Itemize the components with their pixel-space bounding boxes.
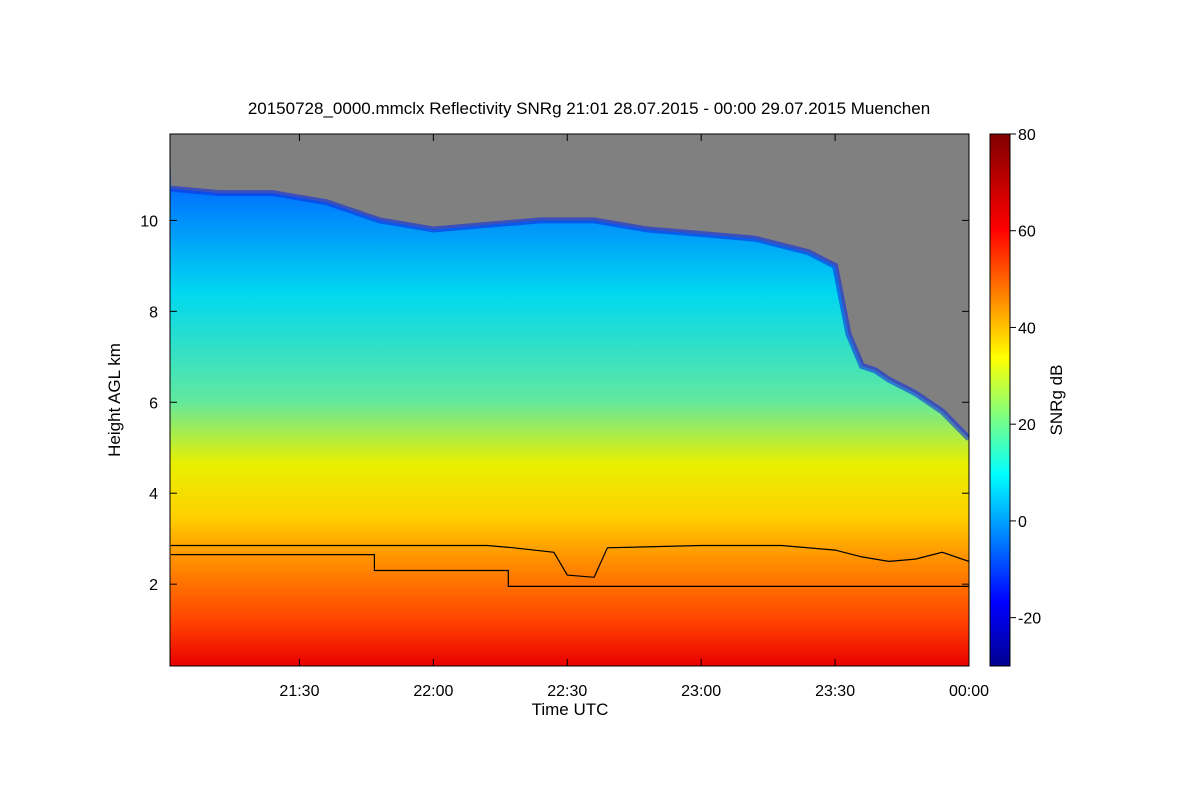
- x-tick-label: 22:00: [413, 683, 453, 700]
- y-axis-label: Height AGL km: [105, 343, 124, 457]
- upper-boundary-line: [170, 544, 969, 578]
- plot-area: [170, 134, 969, 666]
- y-tick-label: 8: [149, 304, 158, 321]
- x-axis: 21:30 22:00 22:30 23:00 23:30 00:00: [279, 134, 989, 700]
- x-axis-label: Time UTC: [532, 700, 609, 719]
- plot-frame: [169, 133, 970, 667]
- colorbar-axis: -20 0 20 40 60 80: [1010, 127, 1041, 628]
- colorbar-label: SNRg dB: [1047, 365, 1066, 436]
- colorbar-tick-label: 0: [1018, 514, 1027, 531]
- y-tick-label: 10: [140, 213, 158, 230]
- x-tick-label: 00:00: [949, 683, 989, 700]
- cloud-top-edge: [170, 185, 969, 441]
- y-tick-label: 4: [149, 486, 158, 503]
- x-tick-label: 23:00: [681, 683, 721, 700]
- y-tick-label: 2: [149, 577, 158, 594]
- colorbar-tick-label: 80: [1018, 127, 1036, 144]
- colorbar-tick-label: 20: [1018, 417, 1036, 434]
- no-signal-region: [170, 134, 969, 439]
- colorbar-tick-label: -20: [1018, 611, 1041, 628]
- y-tick-label: 6: [149, 395, 158, 412]
- x-tick-label: 23:30: [815, 683, 855, 700]
- colorbar-tick-label: 60: [1018, 224, 1036, 241]
- colorbar-tick-label: 40: [1018, 320, 1036, 337]
- y-axis: 2 4 6 8 10: [140, 213, 969, 594]
- chart-title: 20150728_0000.mmclx Reflectivity SNRg 21…: [248, 99, 930, 118]
- colorbar: [989, 133, 1011, 667]
- lower-boundary-line: [170, 553, 969, 588]
- x-tick-label: 21:30: [279, 683, 319, 700]
- x-tick-label: 22:30: [547, 683, 587, 700]
